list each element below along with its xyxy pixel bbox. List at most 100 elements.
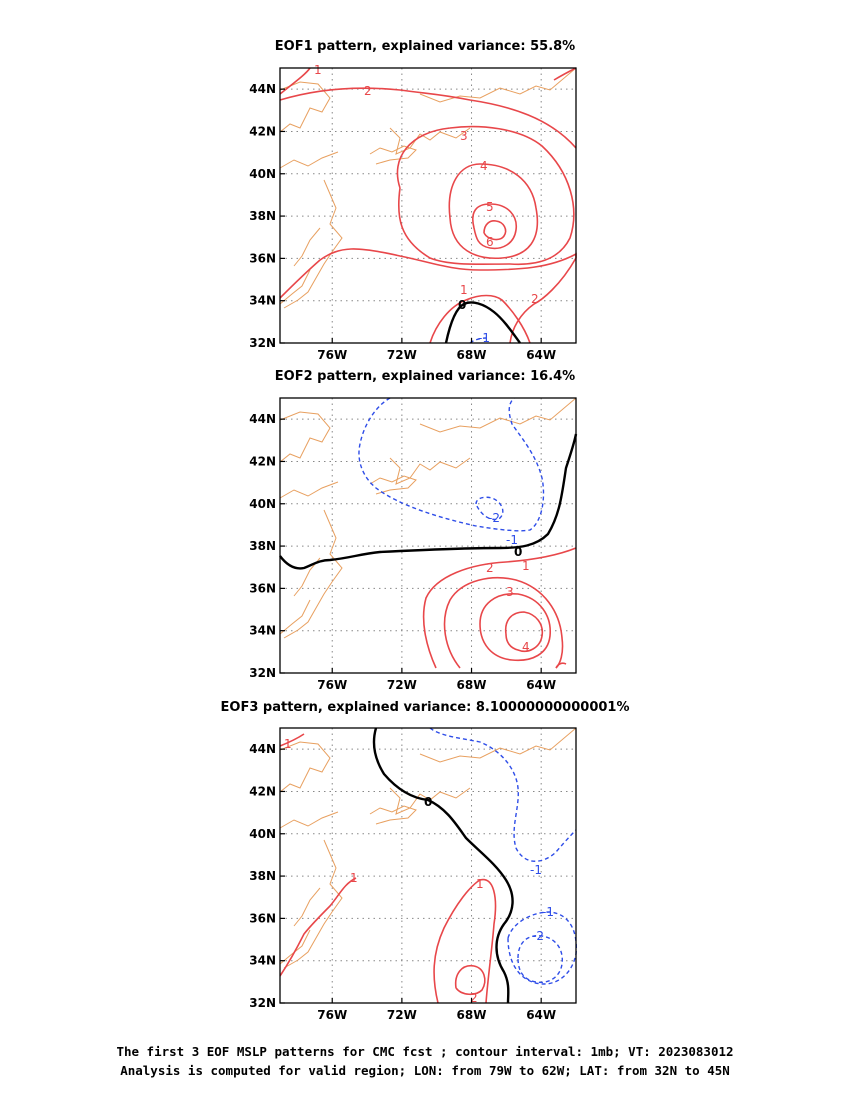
x-tick-label: 72W [387,348,417,362]
panel1-label: 1 [460,283,468,297]
y-tick-label: 42N [249,784,276,798]
panel2-map: -2 -1 0 1 2 3 4 76W 72W 68W 64W 44N 42N 40N 38N… [249,397,578,692]
panel1-coastline [279,67,577,309]
y-tick-label: 32N [249,996,276,1010]
panel3-label: 1 [284,737,292,751]
panel1-map: 1 2 3 4 5 6 2 1 0 -1 76W 72W 68W 64W 44N 42N 4… [249,63,577,362]
x-tick-label: 76W [317,678,347,692]
y-tick-label: 36N [249,251,276,265]
x-tick-label: 72W [387,1008,417,1022]
panel3-contour-neg2 [517,935,563,984]
panel1-label: 5 [486,200,494,214]
panel3-frame [279,727,577,1004]
panel1-title: EOF1 pattern, explained variance: 55.8% [275,39,575,54]
panel3-title: EOF3 pattern, explained variance: 8.1000… [221,700,630,715]
panel3-contour-0 [372,727,514,1004]
panel1-frame [279,67,577,344]
panel2-label: 0 [514,545,522,559]
panel1-contours [279,67,577,344]
panel3-contour-1c [433,878,497,1004]
panel3-label: 2 [470,991,478,1005]
panel2-contour-neg2 [475,496,504,521]
x-tick-label: 64W [526,1008,556,1022]
x-tick-label: 68W [457,1008,487,1022]
panel1-contour-4 [448,163,539,260]
y-tick-label: 40N [249,497,276,511]
y-tick-label: 42N [249,124,276,138]
panel3-contour-1b [279,877,357,977]
panel2-gridlines [280,398,576,674]
panel2-contour-2 [443,577,564,669]
panel1-contour-0 [444,301,521,344]
panel1-gridlines [280,68,576,344]
panel3-contour-2 [454,964,486,996]
y-tick-label: 38N [249,539,276,553]
panel2-contour-0 [279,433,578,570]
panel3-label: -1 [542,905,554,919]
panel3-label: 0 [424,795,432,809]
y-tick-label: 38N [249,869,276,883]
panel2-title: EOF2 pattern, explained variance: 16.4% [275,369,575,384]
panel3-contour-labels: 1 0 -1 1 1 -1 -2 2 [284,737,554,1005]
y-tick-label: 36N [249,581,276,595]
y-tick-label: 36N [249,911,276,925]
y-tick-label: 44N [249,82,276,96]
panel2-contour-5 [555,662,567,669]
panel1-contour-6 [483,220,507,241]
panel3-label: 1 [476,877,484,891]
x-tick-label: 76W [317,1008,347,1022]
panel1-label: 2 [364,84,372,98]
panel2-contour-labels: -2 -1 0 1 2 3 4 [486,511,530,654]
panel3-gridlines [280,728,576,1004]
y-tick-label: 44N [249,412,276,426]
panel2-contour-neg1 [358,397,545,532]
panel2-label: -1 [506,533,518,547]
panel1-contour-2 [279,87,577,344]
panel2-contour-3 [479,593,551,662]
panel2-label: -2 [488,511,500,525]
x-tick-label: 76W [317,348,347,362]
x-tick-label: 68W [457,348,487,362]
y-tick-label: 40N [249,827,276,841]
panel2-label: 1 [522,559,530,573]
panel3-contour-neg1b [507,911,577,985]
y-tick-label: 32N [249,666,276,680]
panel1-label: 3 [460,129,468,143]
x-tick-label: 64W [526,678,556,692]
caption-line-1: The first 3 EOF MSLP patterns for CMC fc… [116,1044,734,1059]
panel3-coastline [279,727,577,969]
panel1-label: 2 [531,292,539,306]
panel2-contour-4 [504,611,544,652]
x-tick-label: 72W [387,678,417,692]
panel2-label: 3 [506,585,514,599]
y-tick-label: 42N [249,454,276,468]
panel2-frame [279,397,577,674]
caption-line-2: Analysis is computed for valid region; L… [120,1063,730,1078]
y-tick-label: 44N [249,742,276,756]
x-tick-label: 64W [526,348,556,362]
panel1-contour-3 [396,125,575,266]
panel2-contours [279,397,578,669]
panel3-contour-1a [279,733,305,747]
panel1-label: 1 [314,63,322,77]
panel1-contour-5 [472,203,517,250]
y-tick-label: 34N [249,624,276,638]
panel3-label: -1 [530,863,542,877]
x-tick-label: 68W [457,678,487,692]
y-tick-label: 34N [249,954,276,968]
panel2-coastline [279,397,577,639]
panel1-axes: 76W 72W 68W 64W 44N 42N 40N 38N 36N 34N 32N [249,82,556,362]
panel1-label: -1 [478,331,490,345]
y-tick-label: 40N [249,167,276,181]
panel3-map: 1 0 -1 1 1 -1 -2 2 76W 72W 68W 64W 44N 42N 40N… [249,727,577,1022]
panel1-contour-1b [429,294,531,344]
y-tick-label: 38N [249,209,276,223]
panel3-axes: 76W 72W 68W 64W 44N 42N 40N 38N 36N 34N 32N [249,742,556,1022]
panel2-label: 2 [486,561,494,575]
y-tick-label: 34N [249,294,276,308]
panel2-axes: 76W 72W 68W 64W 44N 42N 40N 38N 36N 34N 32N [249,412,556,692]
y-tick-label: 32N [249,336,276,350]
panel2-label: 4 [522,640,530,654]
panel3-contour-neg1 [429,727,577,862]
